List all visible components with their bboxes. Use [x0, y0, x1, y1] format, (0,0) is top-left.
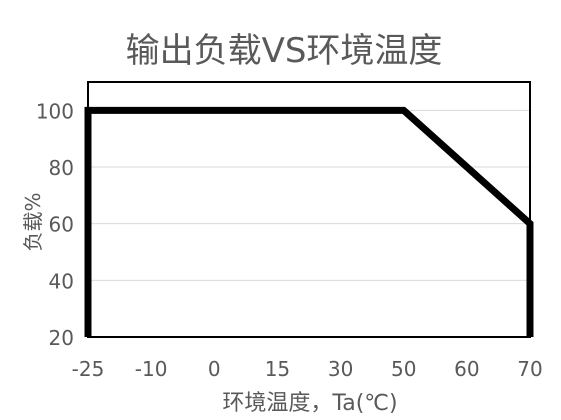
x-tick-label: 50 [391, 357, 416, 381]
x-tick-label: 30 [328, 357, 353, 381]
y-tick-label: 20 [49, 326, 74, 350]
x-tick-label: 15 [265, 357, 290, 381]
y-tick-label: 40 [49, 269, 74, 293]
x-tick-label: -10 [135, 357, 168, 381]
y-axis-label: 负载% [21, 192, 45, 251]
chart-title: 输出负载VS环境温度 [126, 31, 443, 71]
y-tick-label: 100 [36, 99, 74, 123]
plot-frame [88, 82, 530, 337]
x-tick-label: -25 [72, 357, 105, 381]
x-tick-label: 0 [208, 357, 221, 381]
x-axis-label: 环境温度，Ta(℃) [222, 391, 397, 416]
grid-lines [88, 110, 530, 337]
x-axis-ticks: -25 -10 0 15 30 50 60 70 [72, 357, 543, 381]
x-tick-label: 60 [454, 357, 479, 381]
y-tick-label: 60 [49, 213, 74, 237]
y-tick-label: 80 [49, 156, 74, 180]
x-tick-label: 70 [517, 357, 542, 381]
